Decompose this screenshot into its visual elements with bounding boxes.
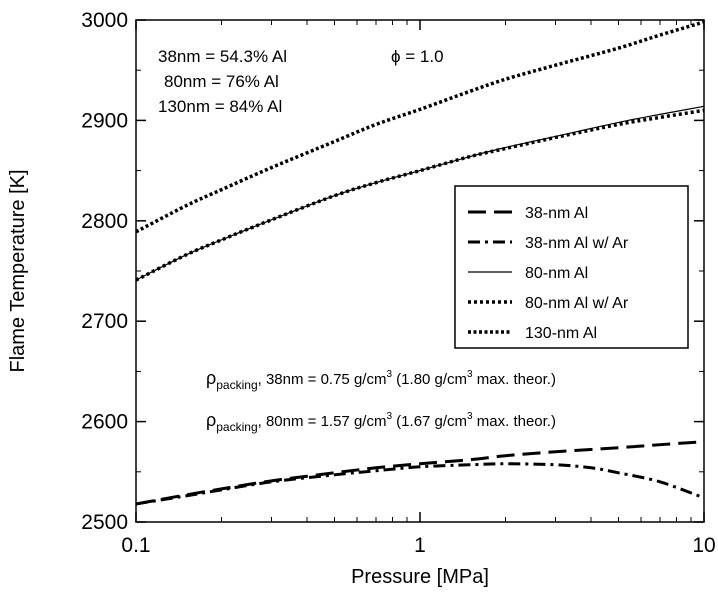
composition-annotation-130nm: 130nm = 84% Al <box>158 97 282 116</box>
y-axis-label: Flame Temperature [K] <box>7 169 29 372</box>
packing1-end: max. theor.) <box>473 371 556 388</box>
composition-annotation-38nm: 38nm = 54.3% Al <box>158 47 287 66</box>
packing2-mid: (1.67 g/cm <box>392 413 467 430</box>
x-tick-label: 0.1 <box>121 534 150 557</box>
packing1-exp2: 3 <box>467 369 473 380</box>
y-tick-label: 2700 <box>81 310 128 333</box>
composition-annotation-80nm: 80nm = 76% Al <box>164 72 279 91</box>
packing2-end: max. theor.) <box>473 413 556 430</box>
rho-symbol: ρ <box>206 368 216 388</box>
packing-density-annotation-80nm: ρpacking, 80nm = 1.57 g/cm3 (1.67 g/cm3 … <box>206 410 556 434</box>
rho-subscript-2: packing <box>216 420 257 434</box>
equivalence-ratio-annotation: ϕ = 1.0 <box>391 47 444 66</box>
series-line-3 <box>135 105 705 281</box>
y-tick-label: 3000 <box>81 9 128 32</box>
legend-box <box>454 185 689 349</box>
legend-label-4: 80-nm Al w/ Ar <box>525 295 629 312</box>
packing-density-annotation-38nm: ρpacking, 38nm = 0.75 g/cm3 (1.80 g/cm3 … <box>206 368 556 392</box>
rho-subscript: packing <box>216 378 257 392</box>
packing2-exp2: 3 <box>467 411 473 422</box>
packing2-size: , 80nm = 1.57 g/cm <box>258 413 387 430</box>
y-tick-label: 2900 <box>81 109 128 132</box>
x-axis-label: Pressure [MPa] <box>351 566 489 588</box>
legend-label-1: 38-nm Al <box>525 205 588 222</box>
packing1-size: , 38nm = 0.75 g/cm <box>258 371 387 388</box>
legend: 38-nm Al 38-nm Al w/ Ar 80-nm Al 80-nm Al w… <box>454 185 689 349</box>
series-layer <box>135 20 705 506</box>
packing1-exp: 3 <box>386 369 392 380</box>
packing1-mid: (1.80 g/cm <box>392 371 467 388</box>
legend-label-3: 80-nm Al <box>525 265 588 282</box>
x-tick-label: 1 <box>414 534 426 557</box>
legend-label-5: 130-nm Al <box>525 325 597 342</box>
x-tick-label: 10 <box>692 534 715 557</box>
y-tick-label: 2800 <box>81 210 128 233</box>
packing2-exp: 3 <box>386 411 392 422</box>
series-line-2 <box>135 462 705 506</box>
series-line-5 <box>135 20 705 234</box>
y-tick-label: 2500 <box>81 511 128 534</box>
rho-symbol-2: ρ <box>206 410 216 430</box>
axis-ticks: 2500 2600 2700 2800 2900 3000 0.1 1 10 <box>81 9 715 557</box>
legend-label-2: 38-nm Al w/ Ar <box>525 235 629 252</box>
y-tick-label: 2600 <box>81 411 128 434</box>
